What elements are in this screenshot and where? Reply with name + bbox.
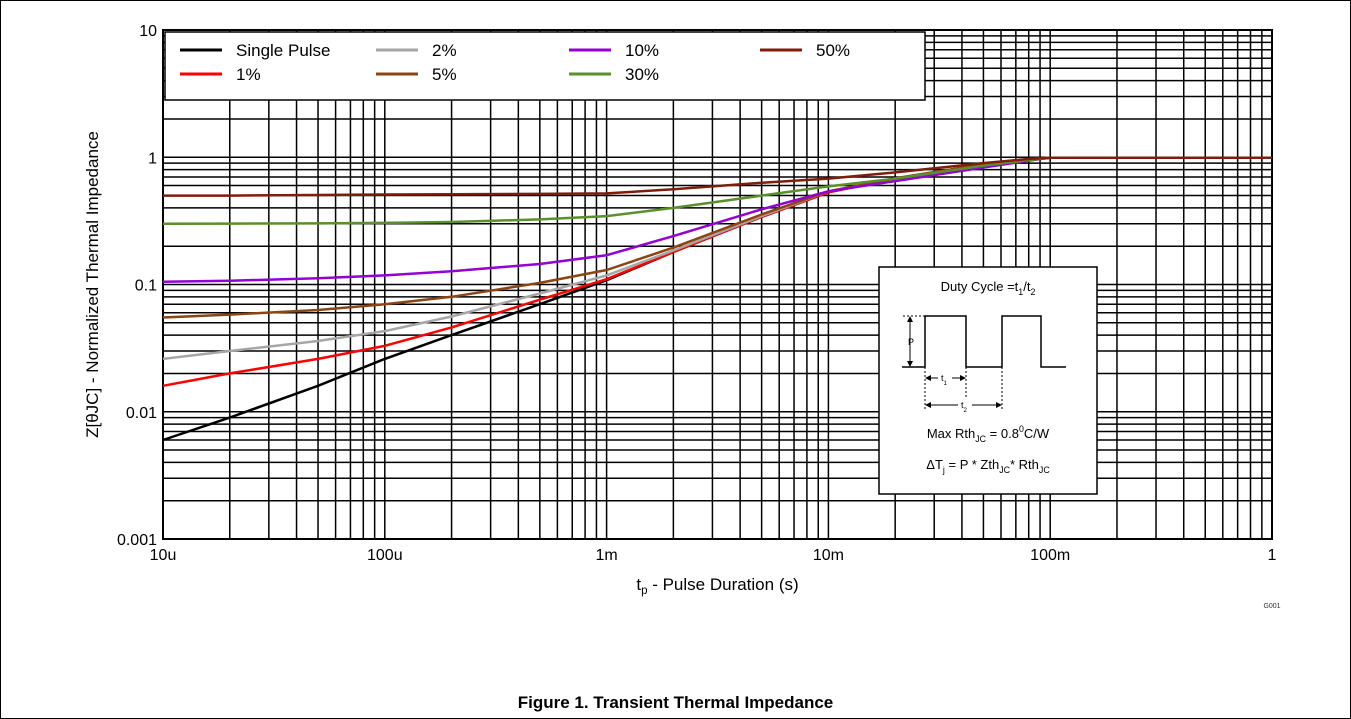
x-tick-label: 100u [367, 547, 403, 564]
t2-label-bg [958, 398, 972, 410]
legend-label: 1% [236, 65, 261, 84]
inset-p-label: P [908, 337, 914, 347]
legend-label: Single Pulse [236, 41, 331, 60]
series-line-50- [163, 156, 1272, 197]
y-axis-title: Z[θJC] - Normalized Thermal Impedance [83, 131, 102, 438]
inset-box [878, 266, 1098, 495]
t1-arrowhead-left [925, 375, 931, 381]
x-tick-label: 1m [595, 547, 617, 564]
legend-label: 2% [432, 41, 457, 60]
y-tick-label: 1 [148, 150, 157, 167]
pulse-waveform [902, 315, 1066, 368]
x-tick-label: 100m [1030, 547, 1070, 564]
legend-label: 30% [625, 65, 659, 84]
series-group [162, 156, 1272, 442]
duty-cycle-inset: Duty Cycle =t1/t2 Pt1 t2 Max RthJC = 0.80C/… [878, 266, 1098, 495]
inset-duty-cycle: Duty Cycle =t1/t2 [941, 279, 1036, 297]
legend-label: 50% [816, 41, 850, 60]
inset-t1-label: t1 [941, 373, 948, 387]
x-axis-title: tp - Pulse Duration (s) [636, 575, 798, 597]
t2-arrowhead-right [996, 402, 1002, 408]
figure-caption: Figure 1. Transient Thermal Impedance [517, 693, 834, 712]
t2-arrowhead-left [925, 402, 931, 408]
y-tick-label: 0.01 [126, 405, 157, 422]
legend-box [164, 31, 926, 101]
legend-label: 10% [625, 41, 659, 60]
inset-t2-label: t2 [961, 400, 968, 414]
x-tick-label: 10u [150, 547, 177, 564]
x-tick-label: 1 [1268, 547, 1277, 564]
inset-delta-tj: ΔTj = P * ZthJC* RthJC [926, 457, 1050, 475]
p-arrowhead-down [907, 361, 913, 367]
legend: Single Pulse 2% 10% 50% 1% 5% 30% [164, 31, 926, 101]
inset-max-rth: Max RthJC = 0.80C/W [927, 424, 1050, 444]
legend-label: 5% [432, 65, 457, 84]
p-arrowhead-up [907, 316, 913, 322]
y-tick-label: 0.001 [117, 532, 157, 549]
figure-id: G001 [1263, 603, 1280, 610]
series-line-30- [162, 156, 1272, 226]
x-tick-label: 10m [813, 547, 844, 564]
t1-label-bg [938, 371, 952, 383]
t1-arrowhead-right [960, 375, 966, 381]
y-tick-label: 10 [139, 23, 157, 40]
plot-border [162, 29, 1273, 540]
y-tick-label: 0.1 [135, 278, 157, 295]
